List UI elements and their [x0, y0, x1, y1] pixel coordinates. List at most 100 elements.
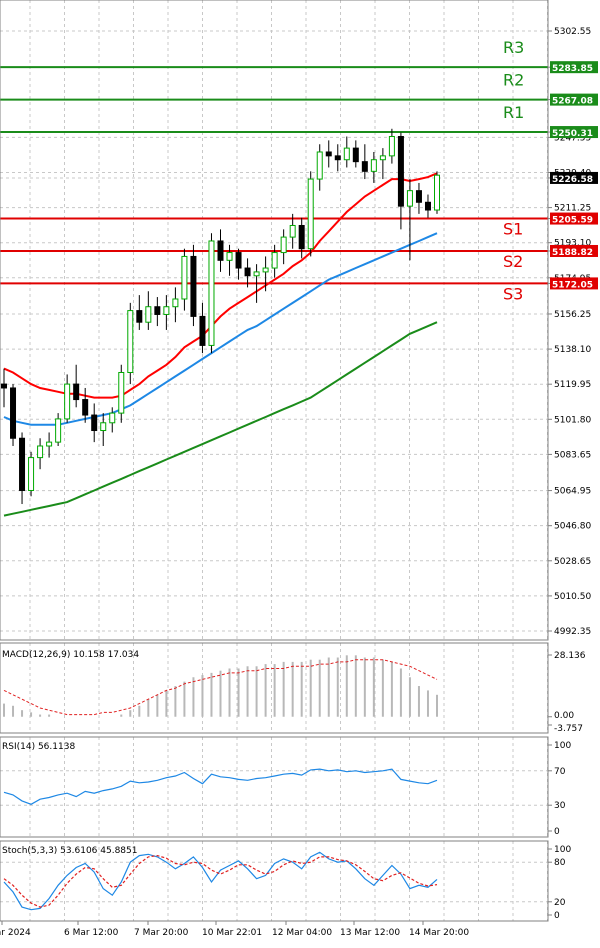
candle	[343, 136, 350, 168]
candle-body	[91, 414, 98, 432]
time-axis: Mar 2024 6 Mar 12:00 7 Mar 20:00 10 Mar 22:…	[0, 921, 469, 938]
macd-tick-label-2: -3.757	[554, 724, 583, 734]
candle-body	[109, 412, 116, 424]
candle	[424, 194, 431, 218]
level-tag-bg-s1	[550, 212, 598, 225]
candle	[253, 264, 260, 303]
candle	[190, 244, 197, 327]
candle-body	[100, 422, 107, 432]
candle	[91, 403, 98, 443]
macd-panel: 28.136 0.00 -3.757 MACD(12,26,9) 10.158 17…	[0, 642, 586, 734]
candle	[280, 229, 287, 265]
candle	[370, 151, 377, 183]
stoch-tick-label-3: 0	[554, 911, 560, 921]
level-tag-r1: 5250.31	[552, 129, 593, 139]
price-tick-label-22: 4992.35	[554, 627, 591, 637]
candle	[388, 128, 395, 164]
candle-body	[289, 224, 296, 238]
candle	[379, 148, 386, 180]
candle-body	[370, 159, 377, 172]
candle-body	[334, 155, 341, 161]
candle	[397, 132, 404, 230]
price-tick-label-21: 5010.50	[554, 592, 591, 602]
candle	[127, 302, 134, 385]
candle	[145, 291, 152, 330]
candle	[19, 432, 26, 505]
candle-body	[19, 437, 26, 491]
candle-body	[406, 190, 413, 207]
candle	[136, 295, 143, 330]
macd-tick-label-0: 28.136	[554, 651, 586, 661]
candle	[415, 182, 422, 214]
candle-body	[388, 136, 395, 157]
candle	[316, 144, 323, 191]
candle	[334, 144, 341, 172]
candle-body	[10, 387, 17, 439]
time-tick-label-5: 13 Mar 12:00	[340, 928, 400, 938]
candle-body	[46, 441, 53, 447]
candle-body	[208, 240, 215, 346]
candle	[73, 364, 80, 408]
candle-body	[434, 174, 440, 211]
candle-body	[181, 255, 188, 300]
candle-body	[361, 161, 368, 172]
rsi-tick-label-2: 30	[554, 801, 566, 811]
candle-body	[316, 151, 323, 180]
candle-body	[280, 236, 287, 254]
candle-body	[154, 306, 161, 315]
candle	[64, 374, 71, 423]
candle-body	[226, 252, 233, 261]
level-label-r3: R3	[503, 38, 524, 57]
candle	[163, 295, 170, 330]
level-tag-s3: 5172.05	[552, 280, 593, 290]
moving-average-line-1	[3, 232, 438, 426]
time-tick-label-1: 6 Mar 12:00	[64, 928, 119, 938]
candle-body	[172, 298, 179, 308]
price-tick-label-0: 5302.55	[554, 27, 591, 37]
price-tick-label-15: 5119.95	[554, 380, 591, 390]
current-price-tag: 5226.58	[552, 175, 593, 185]
rsi-tick-label-1: 70	[554, 767, 566, 777]
candle-body	[307, 178, 314, 250]
candle	[217, 229, 224, 272]
stoch-panel: 100 80 20 0 Stoch(5,3,3) 53.6106 45.8851	[0, 840, 571, 922]
level-label-s1: S1	[503, 220, 523, 239]
candle-body	[1, 383, 7, 389]
candle	[46, 432, 53, 458]
candle-body	[118, 371, 125, 414]
price-tick-label-20: 5028.65	[554, 557, 591, 567]
level-label-r1: R1	[503, 103, 524, 122]
level-tag-r3: 5283.85	[552, 64, 593, 74]
level-tag-s2: 5188.82	[552, 248, 593, 258]
candle-body	[424, 201, 431, 211]
level-tag-r2: 5267.08	[552, 97, 593, 107]
price-tick-label-4: 5247.55	[554, 133, 591, 143]
time-tick-label-4: 12 Mar 04:00	[272, 928, 332, 938]
stoch-d-line	[3, 854, 438, 908]
candle	[1, 368, 7, 408]
level-label-r2: R2	[503, 71, 524, 90]
candle-body	[244, 267, 251, 277]
price-panel: R3 R2 R1 S1 S2 S3 5302.55 5283.85 5267.08 5250.3…	[0, 0, 598, 641]
time-tick-label-2: 7 Mar 20:00	[134, 928, 189, 938]
price-tick-label-17: 5083.65	[554, 450, 591, 460]
candle-body	[145, 306, 152, 323]
candle	[235, 248, 242, 280]
current-price-tag-bg	[550, 171, 598, 184]
level-tag-s1: 5205.59	[552, 216, 593, 226]
candle	[352, 140, 359, 168]
candle-body	[127, 310, 134, 373]
candle	[109, 407, 116, 433]
candle	[10, 384, 17, 446]
candle	[226, 244, 233, 276]
rsi-tick-label-3: 0	[554, 827, 560, 837]
price-tick-label-14: 5138.10	[554, 345, 591, 355]
candle	[100, 413, 107, 446]
candle-body	[64, 383, 71, 420]
stoch-tick-label-0: 100	[554, 845, 571, 855]
rsi-tick-label-0: 100	[554, 741, 571, 751]
candle-body	[271, 252, 278, 269]
candle	[262, 256, 269, 292]
